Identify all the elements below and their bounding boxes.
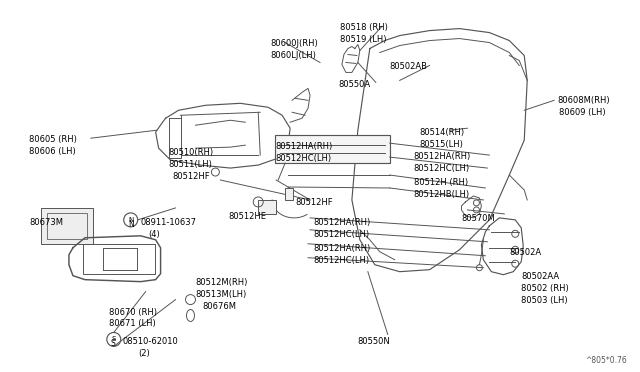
Bar: [275, 135, 390, 163]
Bar: [83, 244, 155, 274]
Text: 80512HA(RH): 80512HA(RH): [275, 142, 332, 151]
Text: N: N: [128, 217, 133, 223]
Text: 80609 (LH): 80609 (LH): [559, 108, 605, 117]
Text: 80512HC(LH): 80512HC(LH): [313, 230, 369, 239]
Text: 80502A: 80502A: [509, 248, 541, 257]
Text: 80514(RH): 80514(RH): [420, 128, 465, 137]
Text: ^805*0.76: ^805*0.76: [585, 356, 627, 365]
Text: 80676M: 80676M: [202, 302, 236, 311]
Text: 80550N: 80550N: [358, 337, 390, 346]
Text: 80512HF: 80512HF: [295, 198, 333, 207]
Bar: [41, 208, 93, 244]
Text: 80512HF: 80512HF: [173, 172, 210, 181]
Text: 80608M(RH): 80608M(RH): [557, 96, 610, 105]
Text: 80512H (RH): 80512H (RH): [413, 178, 468, 187]
Text: 80503 (LH): 80503 (LH): [521, 296, 568, 305]
Text: 80606 (LH): 80606 (LH): [29, 147, 76, 156]
Text: 80502 (RH): 80502 (RH): [521, 283, 569, 293]
Text: 80512HA(RH): 80512HA(RH): [313, 244, 371, 253]
Text: 80605 (RH): 80605 (RH): [29, 135, 77, 144]
Text: 08510-62010: 08510-62010: [123, 337, 179, 346]
Text: 80512HB(LH): 80512HB(LH): [413, 190, 470, 199]
Text: 80512HA(RH): 80512HA(RH): [413, 152, 471, 161]
Text: 80512HE: 80512HE: [228, 212, 266, 221]
Text: 80502AB: 80502AB: [390, 62, 428, 71]
Text: 80670 (RH): 80670 (RH): [109, 308, 157, 317]
Text: 80550A: 80550A: [338, 80, 370, 89]
Text: 80513M(LH): 80513M(LH): [195, 290, 246, 299]
Bar: [47, 213, 87, 239]
Text: 08911-10637: 08911-10637: [141, 218, 196, 227]
Text: 80512HA(RH): 80512HA(RH): [313, 218, 371, 227]
Text: 80502AA: 80502AA: [521, 272, 559, 281]
Text: 80515(LH): 80515(LH): [420, 140, 463, 149]
Text: N: N: [129, 220, 134, 229]
Text: 80673M: 80673M: [29, 218, 63, 227]
Bar: [285, 188, 293, 200]
Text: 80512HC(LH): 80512HC(LH): [313, 256, 369, 265]
Text: 80600J(RH): 80600J(RH): [270, 39, 318, 48]
Text: (2): (2): [139, 349, 150, 358]
Text: S: S: [111, 336, 116, 342]
Text: 80512HC(LH): 80512HC(LH): [413, 164, 470, 173]
Bar: [258, 200, 276, 214]
Text: 80570M: 80570M: [461, 214, 495, 223]
Text: 80519 (LH): 80519 (LH): [340, 35, 387, 44]
Text: 80510(RH): 80510(RH): [168, 148, 214, 157]
Text: 80671 (LH): 80671 (LH): [109, 320, 156, 328]
Text: 80518 (RH): 80518 (RH): [340, 23, 388, 32]
Text: 8060LJ(LH): 8060LJ(LH): [270, 51, 316, 60]
Text: (4): (4): [148, 230, 161, 239]
Text: 80512M(RH): 80512M(RH): [195, 278, 248, 287]
Text: 80512HC(LH): 80512HC(LH): [275, 154, 332, 163]
Text: 80511(LH): 80511(LH): [168, 160, 212, 169]
Text: S: S: [111, 339, 116, 349]
